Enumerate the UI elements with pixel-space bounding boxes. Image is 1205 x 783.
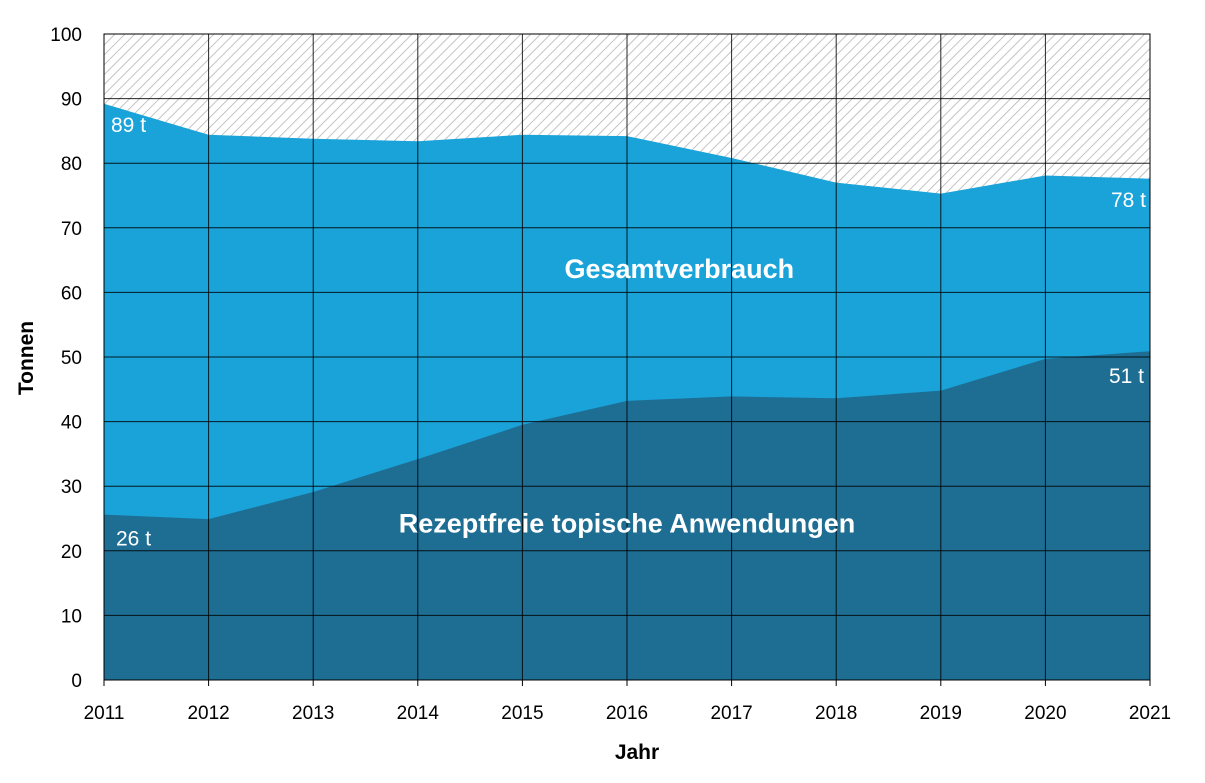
x-tick-label: 2019 [920, 703, 962, 724]
y-tick-label: 80 [61, 154, 82, 175]
x-tick-label: 2012 [187, 703, 229, 724]
x-axis-title: Jahr [615, 741, 659, 764]
series-label-rezeptfrei: Rezeptfreie topische Anwendungen [399, 509, 856, 539]
y-tick-label: 60 [61, 283, 82, 304]
x-tick-label: 2021 [1129, 703, 1171, 724]
x-tick-label: 2013 [292, 703, 334, 724]
x-tick-label: 2017 [710, 703, 752, 724]
data-label: 89 t [111, 114, 146, 137]
x-tick-label: 2014 [397, 703, 440, 724]
data-label: 78 t [1111, 189, 1146, 212]
y-tick-label: 20 [61, 542, 82, 563]
x-tick-label: 2018 [815, 703, 857, 724]
y-tick-label: 50 [61, 348, 82, 369]
y-tick-label: 70 [61, 219, 82, 240]
x-tick-label: 2016 [606, 703, 648, 724]
data-label: 51 t [1109, 365, 1144, 388]
y-tick-label: 100 [50, 25, 82, 46]
y-tick-label: 10 [61, 606, 82, 627]
x-tick-label: 2020 [1024, 703, 1066, 724]
y-axis-title: Tonnen [15, 321, 38, 395]
y-tick-label: 30 [61, 477, 82, 498]
y-tick-label: 0 [71, 671, 82, 692]
x-tick-label: 2011 [84, 703, 125, 724]
y-tick-label: 90 [61, 90, 82, 111]
y-tick-label: 40 [61, 413, 82, 434]
x-tick-label: 2015 [501, 703, 543, 724]
series-label-gesamtverbrauch: Gesamtverbrauch [564, 254, 794, 284]
data-label: 26 t [116, 528, 151, 551]
